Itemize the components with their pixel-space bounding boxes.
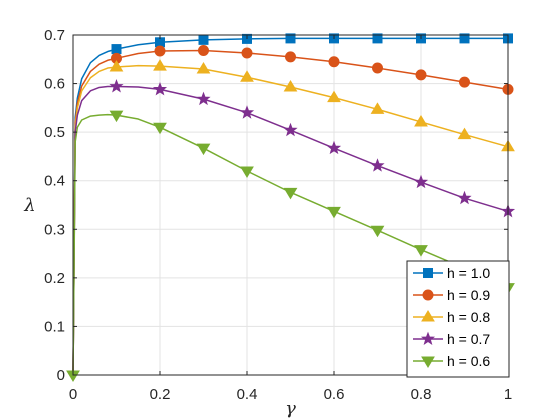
legend-label: h = 0.6 [447, 353, 490, 369]
data-point [457, 127, 472, 140]
legend-swatch-marker [420, 331, 436, 346]
data-point [109, 79, 124, 93]
legend-swatch-marker [421, 356, 435, 368]
x-tick-label: 0.2 [150, 386, 171, 403]
series-3 [72, 59, 515, 376]
series-line [72, 85, 509, 376]
data-point [153, 59, 167, 71]
legend-entry: h = 0.9 [413, 287, 490, 303]
data-point [414, 245, 428, 257]
data-point [154, 45, 166, 57]
y-tick-label: 0.7 [44, 27, 65, 44]
legend-swatch-marker [422, 289, 434, 301]
data-point [372, 33, 383, 44]
x-tick-label: 0.8 [411, 386, 432, 403]
data-point [327, 206, 341, 219]
legend-label: h = 0.7 [447, 331, 490, 347]
data-point [240, 70, 254, 82]
series-4 [72, 79, 516, 376]
data-point [326, 140, 342, 155]
series-2 [72, 45, 514, 376]
data-point [283, 187, 298, 200]
data-point [198, 45, 209, 57]
legend-entry: h = 0.6 [413, 353, 490, 369]
data-point [459, 33, 470, 44]
data-point [413, 174, 429, 189]
data-point [459, 76, 470, 88]
data-point [240, 166, 254, 178]
y-tick-label: 0.3 [44, 221, 65, 238]
data-point [285, 51, 296, 63]
ticks: 0 0.2 0.4 0.6 0.8 1 0 0.1 0.2 0.3 0.4 0.5 0.6 0.7 [44, 27, 512, 403]
x-tick-label: 0 [69, 386, 77, 403]
y-tick-label: 0.1 [44, 318, 65, 335]
data-point [241, 47, 253, 59]
data-point [155, 37, 165, 48]
plot-frame [72, 34, 509, 376]
y-tick-label: 0.4 [44, 173, 65, 190]
legend: h = 1.0 h = 0.9 h = 0.8 h = 0.7 h = 0.6 [406, 260, 510, 378]
data-point [283, 79, 298, 92]
data-point [196, 91, 211, 106]
legend-label: h = 0.9 [447, 287, 490, 303]
data-point [457, 190, 472, 205]
x-axis-label: γ [285, 398, 296, 419]
x-tick-label: 0.6 [324, 386, 345, 403]
data-point [328, 56, 340, 68]
series-line [72, 64, 509, 376]
data-point [370, 102, 385, 114]
data-point [196, 143, 211, 156]
y-tick-label: 0.2 [44, 270, 65, 287]
legend-swatch-marker [421, 310, 435, 322]
y-tick-label: 0 [57, 367, 65, 384]
legend-entry: h = 1.0 [413, 265, 490, 281]
y-axis-label: λ [23, 195, 35, 216]
data-point [152, 81, 168, 96]
x-tick-label: 0.4 [237, 386, 258, 403]
series-line [72, 37, 508, 376]
y-tick-label: 0.6 [44, 76, 65, 93]
data-point [415, 69, 427, 81]
data-point [327, 90, 341, 103]
series-line [72, 113, 509, 376]
data-point [370, 158, 385, 172]
data-point [111, 44, 122, 55]
x-tick-label: 1 [504, 386, 512, 403]
data-point [109, 110, 124, 123]
data-point [239, 105, 255, 119]
legend-label: h = 1.0 [447, 265, 490, 281]
y-tick-label: 0.5 [44, 124, 65, 141]
data-point [285, 33, 296, 44]
series-line [72, 49, 509, 376]
data-point [153, 122, 167, 135]
legend-label: h = 0.8 [447, 309, 490, 325]
data-point [372, 62, 383, 74]
data-point [109, 60, 124, 72]
data-point [370, 225, 385, 238]
data-point [414, 114, 428, 127]
data-point [198, 34, 209, 45]
data-point [283, 122, 298, 137]
legend-entry: h = 0.7 [413, 331, 490, 347]
legend-entry: h = 0.8 [413, 309, 490, 325]
legend-swatch-marker [423, 268, 433, 278]
data-point [196, 62, 211, 74]
